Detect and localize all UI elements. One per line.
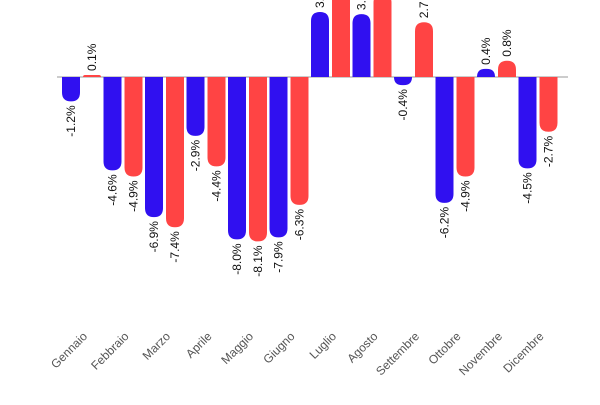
data-label: -2.9% bbox=[189, 140, 203, 172]
bar-blue-marzo bbox=[145, 77, 163, 218]
data-label: -4.9% bbox=[459, 180, 473, 212]
data-label: -8.0% bbox=[230, 243, 244, 275]
bar-red-novembre bbox=[498, 60, 516, 77]
data-label: -0.4% bbox=[396, 89, 410, 121]
bar-red-gennaio bbox=[83, 74, 101, 77]
data-label: -4.5% bbox=[521, 172, 535, 204]
bar-blue-gennaio bbox=[62, 77, 80, 102]
category-label: Giugno bbox=[260, 329, 297, 366]
data-label: 3. bbox=[355, 0, 369, 10]
bar-red-marzo bbox=[166, 77, 184, 228]
bar-red-ottobre bbox=[456, 77, 475, 177]
data-label: -8.1% bbox=[251, 245, 265, 277]
bar-red-settembre bbox=[415, 22, 433, 77]
bar-red-agosto bbox=[373, 0, 392, 77]
category-label: Aprile bbox=[183, 329, 215, 361]
data-label: 0.1% bbox=[85, 43, 99, 71]
bar-red-luglio bbox=[332, 0, 350, 77]
data-label: -6.2% bbox=[438, 207, 452, 239]
category-label: Dicembre bbox=[500, 329, 546, 375]
data-label: -4.4% bbox=[210, 170, 224, 202]
category-label: Agosto bbox=[344, 329, 381, 366]
bar-blue-novembre bbox=[477, 68, 495, 77]
data-label: -7.4% bbox=[168, 231, 182, 263]
bar-blue-giugno bbox=[269, 77, 288, 238]
bar-blue-luglio bbox=[311, 12, 329, 77]
bar-blue-febbraio bbox=[103, 77, 122, 171]
data-label: 3. bbox=[313, 0, 327, 8]
data-label: -7.9% bbox=[272, 241, 286, 273]
data-label: 2.7 bbox=[417, 1, 431, 18]
bar-red-dicembre bbox=[539, 77, 558, 132]
category-label: Luglio bbox=[307, 329, 340, 362]
category-label: Febbraio bbox=[88, 329, 132, 373]
data-label: 0.4% bbox=[479, 37, 493, 65]
bar-red-maggio bbox=[249, 77, 267, 242]
bar-blue-settembre bbox=[394, 77, 412, 86]
data-label: -4.6% bbox=[106, 174, 120, 206]
category-label: Marzo bbox=[140, 329, 174, 363]
bar-blue-dicembre bbox=[518, 77, 537, 169]
data-label: -1.2% bbox=[64, 105, 78, 137]
bar-blue-agosto bbox=[352, 14, 371, 77]
bar-blue-ottobre bbox=[435, 77, 454, 203]
category-label: Novembre bbox=[456, 329, 505, 378]
category-label: Ottobre bbox=[425, 329, 463, 367]
data-label: -2.7% bbox=[542, 135, 556, 167]
category-label: Maggio bbox=[218, 329, 256, 367]
data-label: 0.8% bbox=[500, 29, 514, 57]
bar-red-giugno bbox=[290, 77, 309, 205]
bar-blue-maggio bbox=[228, 77, 246, 240]
bar-red-aprile bbox=[207, 77, 226, 167]
data-label: -6.9% bbox=[147, 221, 161, 253]
bar-blue-aprile bbox=[186, 77, 205, 136]
category-label: Gennaio bbox=[48, 329, 90, 371]
category-label: Settembre bbox=[373, 329, 422, 378]
data-label: -4.9% bbox=[127, 180, 141, 212]
bar-red-febbraio bbox=[124, 77, 143, 177]
data-label: -6.3% bbox=[293, 209, 307, 241]
